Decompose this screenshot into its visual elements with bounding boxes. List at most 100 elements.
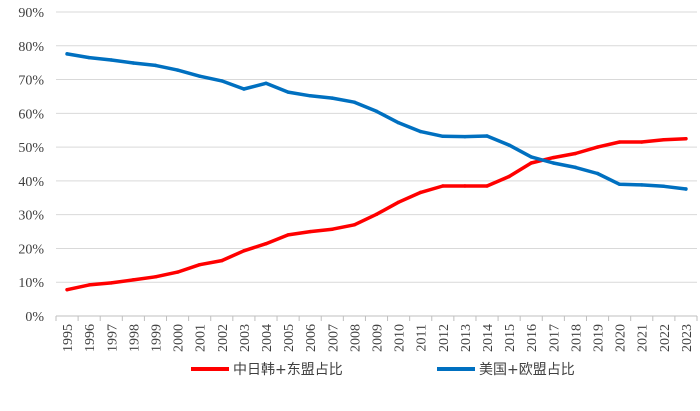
series-2-point [330,96,334,100]
x-tick-label: 2007 [326,324,341,352]
x-tick-label: 2023 [680,324,695,352]
series-1-point [396,200,401,204]
series-2-point [264,81,268,85]
y-tick-label: 40% [18,175,44,190]
series-2-point [684,187,688,191]
series-1-point [286,233,290,237]
series-1-point [87,283,91,287]
x-tick-label: 2004 [260,324,275,352]
legend-swatch-series-2 [437,367,475,371]
series-2-point [662,184,666,188]
x-tick-label: 2022 [658,324,673,352]
series-2-point [220,79,224,83]
legend-label-series-1: 中日韩+东盟占比 [233,362,343,378]
series-2-point [595,171,600,176]
series-lines [65,52,688,292]
x-tick-label: 1998 [127,324,142,352]
x-tick-label: 2019 [592,324,607,352]
series-1-point [684,136,688,141]
y-tick-label: 80% [18,40,44,55]
y-tick-label: 20% [18,242,44,257]
series-2-point [441,134,445,139]
x-tick-label: 2011 [415,324,430,351]
series-1-point [242,249,246,253]
gridlines [55,11,698,321]
y-tick-label: 60% [18,107,44,122]
y-tick-label: 90% [18,6,44,21]
series-1-point [463,184,467,188]
x-tick-label: 2001 [194,324,209,352]
series-1-point [485,184,489,188]
series-1-point [65,287,69,292]
x-tick-label: 2012 [437,324,452,352]
x-tick-label: 2010 [393,324,408,352]
series-2-point [507,143,511,147]
series-1-point [308,229,312,234]
x-tick-label: 2015 [503,324,518,352]
series-2-point [640,183,644,187]
x-tick-label: 1996 [83,324,98,352]
x-tick-label: 2018 [569,324,584,352]
x-tick-label: 2020 [614,324,629,352]
series-2-point [175,68,180,72]
series-2-point [153,63,158,68]
series-1-point [441,184,445,188]
series-2-point [242,87,246,91]
series-2-point [197,74,202,78]
series-1-point [551,155,556,160]
x-tick-label: 2000 [172,324,187,352]
series-2-point [352,100,357,104]
series-1-point [220,258,224,263]
series-2-point [617,182,622,186]
series-1-point [374,212,379,217]
series-1-point [153,275,158,279]
x-tick-label: 2017 [547,324,562,352]
series-2-point [374,109,379,114]
series-1-point [640,140,644,144]
series-1-point [197,262,202,267]
x-tick-label: 1995 [61,324,76,352]
x-tick-label: 2016 [525,324,540,352]
series-1-point [617,140,622,144]
x-tick-label: 2003 [238,324,253,352]
legend-swatch-series-1 [191,367,229,371]
series-2-point [419,129,423,134]
series-2-point [396,121,401,125]
series-2-point [109,58,113,62]
x-tick-label: 2014 [481,324,496,352]
legend-label-series-2: 美国+欧盟占比 [479,362,575,378]
y-tick-label: 10% [18,276,44,291]
series-1-point [419,190,423,195]
series-2-point [529,155,533,159]
x-tick-label: 2021 [636,324,651,352]
x-tick-label: 2002 [216,324,231,352]
y-tick-label: 50% [18,141,44,156]
series-2-point [551,161,556,165]
series-1-point [264,242,268,246]
series-2-point [463,134,467,139]
series-2-point [286,90,290,94]
x-tick-label: 2008 [348,324,363,352]
y-tick-label: 30% [18,209,44,224]
x-tick-label: 2013 [459,324,474,352]
series-1-point [595,145,600,149]
x-tick-label: 2006 [304,324,319,352]
series-1-point [573,151,578,156]
y-axis-labels: 0% 10% 20% 30% 40% 50% 60% 70% 80% 90% [18,6,44,325]
series-line-2 [65,52,688,191]
series-1-point [529,161,533,165]
y-tick-label: 70% [18,74,44,89]
series-1-point [131,278,136,282]
legend: 中日韩+东盟占比 美国+欧盟占比 [0,354,700,384]
x-tick-label: 1997 [105,324,120,352]
legend-item-series-2: 美国+欧盟占比 [437,354,575,384]
x-tick-label: 1999 [149,324,164,352]
series-2-point [65,52,69,56]
series-1-point [662,137,666,142]
series-2-point [87,55,91,60]
series-1-point [507,174,511,179]
x-tick-label: 2009 [371,324,386,352]
series-1-point [352,223,357,227]
series-1-point [109,281,113,285]
